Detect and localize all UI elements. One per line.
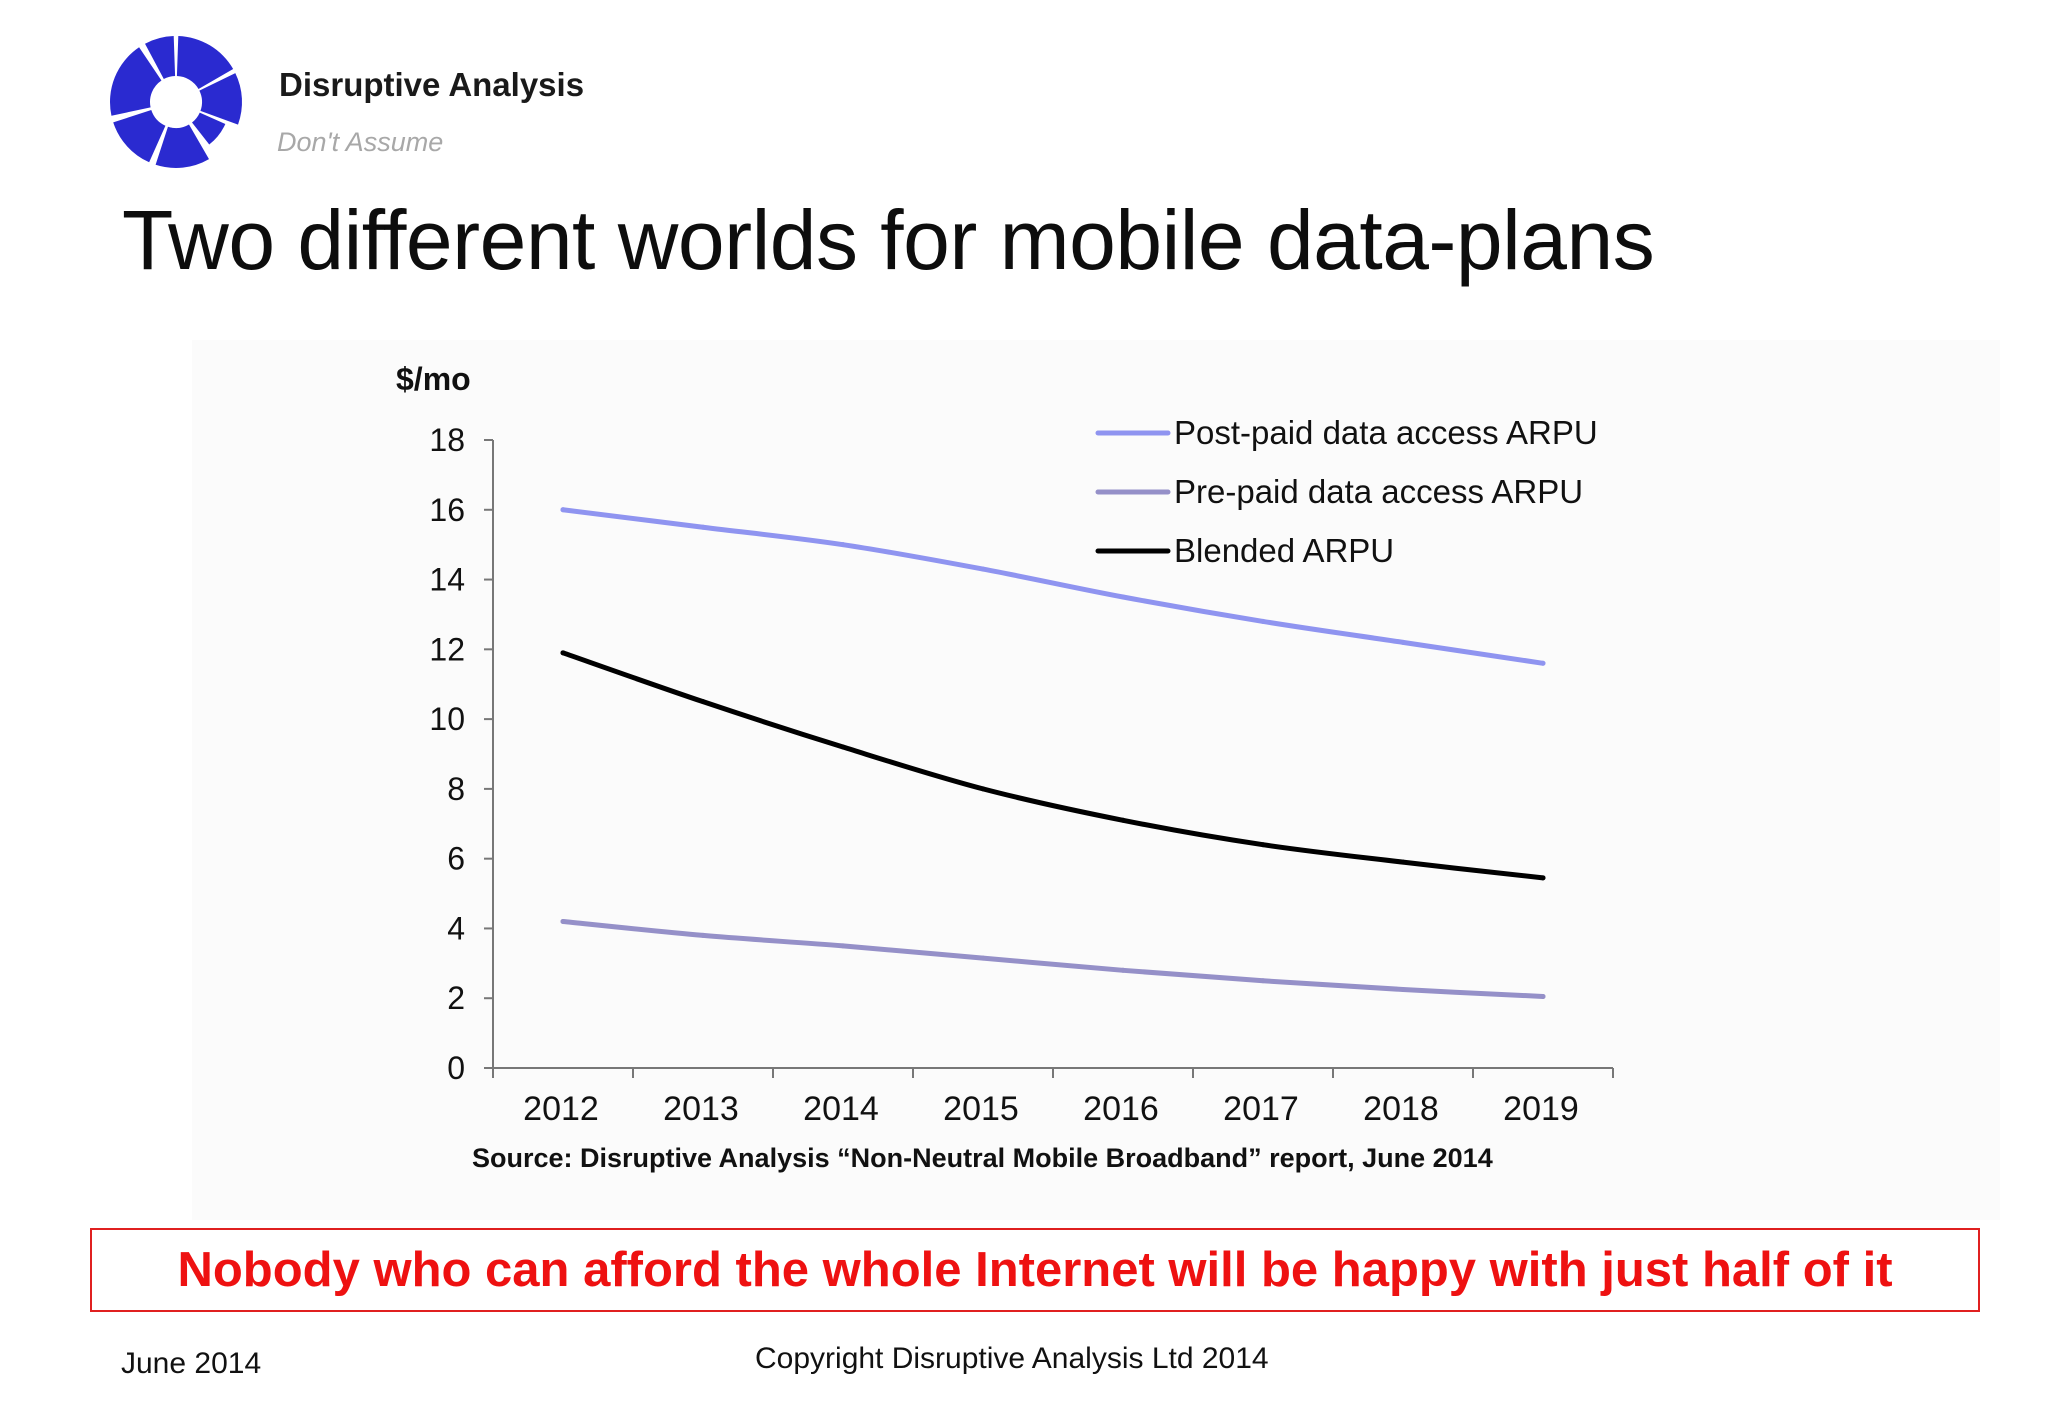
source-note: Source: Disruptive Analysis “Non-Neutral… bbox=[472, 1143, 1493, 1173]
series-line-0 bbox=[560, 507, 1546, 666]
y-tick-label: 6 bbox=[447, 841, 465, 877]
y-tick-label: 12 bbox=[429, 631, 465, 667]
data-point bbox=[560, 650, 566, 656]
data-point bbox=[700, 699, 706, 705]
series-line-2 bbox=[560, 650, 1546, 881]
data-point bbox=[840, 542, 846, 548]
callout-box: Nobody who can afford the whole Internet… bbox=[90, 1228, 1980, 1312]
x-tick-label: 2019 bbox=[1503, 1090, 1579, 1128]
data-point bbox=[980, 786, 986, 792]
brand-name: Disruptive Analysis bbox=[279, 66, 585, 103]
callout-text: Nobody who can afford the whole Internet… bbox=[177, 1243, 1893, 1297]
x-tick-label: 2015 bbox=[943, 1090, 1019, 1128]
logo-segment bbox=[155, 124, 209, 168]
x-tick-label: 2017 bbox=[1223, 1090, 1299, 1128]
data-point bbox=[840, 943, 846, 949]
y-tick-label: 2 bbox=[447, 980, 465, 1016]
data-point bbox=[1120, 967, 1126, 973]
data-point bbox=[700, 524, 706, 530]
logo-segment bbox=[145, 36, 176, 80]
y-tick-label: 18 bbox=[429, 422, 465, 458]
chart-legend: Post-paid data access ARPU Pre-paid data … bbox=[1095, 414, 1598, 569]
data-point bbox=[1540, 875, 1546, 881]
logo-segment bbox=[110, 47, 162, 116]
data-point bbox=[1120, 817, 1126, 823]
y-tick-label: 16 bbox=[429, 492, 465, 528]
data-point bbox=[1540, 660, 1546, 666]
data-point bbox=[560, 918, 566, 924]
data-point bbox=[980, 955, 986, 961]
y-tick-label: 14 bbox=[429, 562, 465, 598]
brand-tagline: Don't Assume bbox=[277, 127, 444, 157]
data-point bbox=[1540, 993, 1546, 999]
x-tick-label: 2018 bbox=[1363, 1090, 1439, 1128]
data-point bbox=[1400, 639, 1406, 645]
data-point bbox=[1260, 618, 1266, 624]
logo-segment bbox=[113, 110, 166, 163]
data-point bbox=[1260, 978, 1266, 984]
x-tick-label: 2014 bbox=[803, 1090, 879, 1128]
footer-date: June 2014 bbox=[121, 1347, 262, 1380]
slide-title: Two different worlds for mobile data-pla… bbox=[122, 193, 1655, 287]
logo-segment bbox=[192, 112, 226, 145]
series-line-1 bbox=[560, 918, 1546, 999]
data-point bbox=[1260, 842, 1266, 848]
legend-label: Blended ARPU bbox=[1174, 532, 1394, 569]
legend-label: Pre-paid data access ARPU bbox=[1174, 473, 1583, 510]
chart-axes: 0 2 4 6 8 10 12 14 16 18 2012 2013 2014 2015 2016 2017 2… bbox=[429, 422, 1614, 1128]
y-tick-label: 10 bbox=[429, 701, 465, 737]
y-axis-label: $/mo bbox=[396, 361, 471, 397]
x-tick-label: 2013 bbox=[663, 1090, 739, 1128]
data-point bbox=[840, 744, 846, 750]
logo-segment bbox=[176, 36, 234, 89]
x-tick-label: 2012 bbox=[523, 1090, 599, 1128]
y-tick-label: 8 bbox=[447, 771, 465, 807]
x-tick-label: 2016 bbox=[1083, 1090, 1159, 1128]
legend-label: Post-paid data access ARPU bbox=[1174, 414, 1598, 451]
y-tick-label: 0 bbox=[447, 1050, 465, 1086]
series-lines bbox=[560, 507, 1546, 999]
data-point bbox=[1120, 594, 1126, 600]
data-point bbox=[700, 932, 706, 938]
data-point bbox=[1400, 859, 1406, 865]
logo-segment bbox=[199, 73, 242, 125]
footer-copyright: Copyright Disruptive Analysis Ltd 2014 bbox=[755, 1342, 1269, 1375]
data-point bbox=[560, 507, 566, 513]
data-point bbox=[980, 566, 986, 572]
company-logo-icon bbox=[110, 36, 242, 168]
data-point bbox=[1400, 987, 1406, 992]
y-tick-label: 4 bbox=[447, 910, 465, 946]
